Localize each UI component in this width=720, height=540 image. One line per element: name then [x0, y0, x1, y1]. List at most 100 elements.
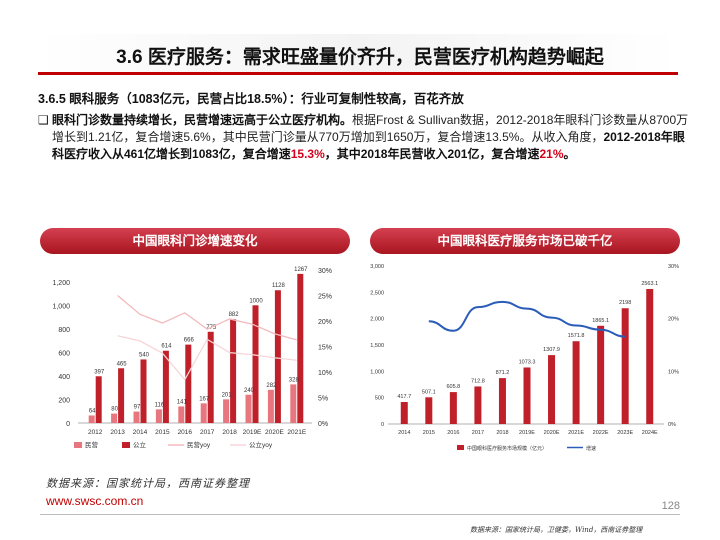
market-value-label: 871.2 [496, 370, 510, 376]
private-bar [155, 409, 162, 423]
paragraph-end: 。 [563, 147, 576, 161]
market-value-label: 1571.8 [568, 333, 585, 339]
public-bar [297, 273, 304, 423]
market-value-label: 605.8 [446, 384, 460, 390]
y-tick-label: 1,000 [370, 369, 384, 375]
market-bar [449, 392, 457, 424]
public-yoy-line [117, 335, 297, 381]
private-value-label: 282 [266, 383, 277, 389]
y-tick-label: 600 [58, 350, 70, 357]
public-value-label: 614 [161, 344, 172, 350]
y-tick-label: 1,200 [52, 280, 70, 287]
market-bar [474, 386, 482, 424]
y-tick-label: 0 [66, 421, 70, 428]
private-bar [245, 394, 252, 423]
title-underline [38, 72, 678, 75]
outpatient-growth-chart: 0 200 400 600 800 1,000 1,200 0% 5% 10% 15% 20% 25% 3… [52, 267, 332, 449]
private-bar [223, 399, 230, 423]
x-tick-label: 2018 [222, 429, 237, 436]
y2-tick-label: 30% [318, 268, 332, 275]
y2-tick-label: 10% [668, 369, 679, 375]
public-value-label: 882 [229, 312, 240, 318]
paragraph-text: 眼科门诊数量持续增长，民营增速远高于公立医疗机构。根据Frost & Sulli… [52, 112, 690, 163]
private-bar [133, 411, 140, 423]
y2-tick-label: 30% [668, 264, 679, 270]
private-value-label: 64 [89, 408, 96, 414]
market-value-label: 2563.1 [641, 281, 658, 287]
market-bar [621, 308, 629, 424]
website-link[interactable]: www.swsc.com.cn [46, 494, 144, 508]
market-bar [572, 341, 580, 424]
x-tick-label: 2019E [243, 429, 262, 436]
x-tick-label: 2020E [544, 430, 560, 436]
data-source-small: 数据来源：国家统计局，卫健委，Wind，西南证券整理 [470, 526, 643, 534]
x-tick-label: 2015 [423, 430, 435, 436]
y-tick-label: 800 [58, 327, 70, 334]
legend-label: 增速 [586, 445, 596, 452]
footer-divider [40, 514, 680, 515]
x-tick-label: 2017 [472, 430, 484, 436]
market-value-label: 712.8 [471, 378, 485, 384]
y-tick-label: 500 [375, 396, 384, 402]
private-bar [290, 384, 297, 423]
title-background [38, 34, 678, 74]
y-tick-label: 2,000 [370, 317, 384, 323]
x-tick-label: 2022E [593, 430, 609, 436]
private-bar [88, 415, 95, 423]
public-bar [140, 359, 147, 423]
x-tick-label: 2018 [496, 430, 508, 436]
y2-tick-label: 25% [318, 294, 332, 301]
market-value-label: 507.1 [422, 389, 436, 395]
market-bar [523, 367, 531, 424]
private-bar [111, 413, 118, 423]
legend-swatch [74, 442, 82, 448]
public-bar [185, 344, 192, 423]
data-source: 数据来源：国家统计局，西南证券整理 [46, 477, 250, 490]
left-chart-title: 中国眼科门诊增速变化 [40, 228, 350, 254]
page-number: 128 [661, 500, 680, 512]
x-tick-label: 2016 [178, 429, 193, 436]
public-bar [252, 305, 259, 423]
private-bar [267, 389, 274, 423]
private-bar [200, 403, 207, 423]
private-value-label: 240 [244, 388, 255, 394]
x-tick-label: 2013 [110, 429, 125, 436]
public-bar [230, 319, 237, 423]
cagr-highlight-1: 15.3% [290, 147, 325, 161]
legend-label: 民营 [85, 440, 99, 449]
x-tick-label: 2024E [642, 430, 658, 436]
x-tick-label: 2014 [398, 430, 410, 436]
paragraph-bold-lead: 眼科门诊数量持续增长，民营增速远高于公立医疗机构。 [52, 113, 353, 127]
x-tick-label: 2016 [447, 430, 459, 436]
x-tick-label: 2020E [265, 429, 284, 436]
y2-tick-label: 15% [318, 345, 332, 352]
y-tick-label: 200 [58, 397, 70, 404]
x-tick-label: 2017 [200, 429, 215, 436]
page-title: 3.6 医疗服务：需求旺盛量价齐升，民营医疗机构趋势崛起 [116, 47, 604, 68]
legend-swatch [122, 442, 130, 448]
public-bar [207, 331, 214, 423]
market-bar [597, 325, 605, 424]
x-tick-label: 2012 [88, 429, 103, 436]
market-value-label: 417.7 [397, 394, 411, 400]
right-chart-title: 中国眼科医疗服务市场已破千亿 [370, 228, 680, 254]
private-value-label: 80 [111, 407, 118, 413]
private-value-label: 97 [134, 405, 141, 411]
private-value-label: 201 [222, 392, 233, 398]
market-value-label: 1865.1 [592, 318, 609, 324]
paragraph-bold-2: 2012-2018年眼科医疗收入从461亿增长到1083亿，复合增速 [52, 130, 685, 161]
legend-label: 公立yoy [249, 440, 273, 449]
cagr-highlight-2: 21% [539, 147, 564, 161]
paragraph-bold-3: ，其中2018年民营收入201亿，复合增速 [324, 147, 540, 161]
y-tick-label: 400 [58, 374, 70, 381]
x-tick-label: 2019E [519, 430, 535, 436]
public-bar [274, 290, 281, 423]
private-bar [178, 406, 185, 423]
market-value-label: 1307.9 [543, 347, 560, 353]
paragraph-normal: 根据Frost & Sullivan数据，2012-2018年眼科门诊数量从87… [52, 113, 689, 144]
checkbox-bullet-icon: ❑ [38, 113, 49, 127]
private-value-label: 141 [177, 399, 188, 405]
x-tick-label: 2021E [287, 429, 306, 436]
legend-swatch [457, 445, 464, 450]
legend-label: 民营yoy [187, 440, 211, 449]
